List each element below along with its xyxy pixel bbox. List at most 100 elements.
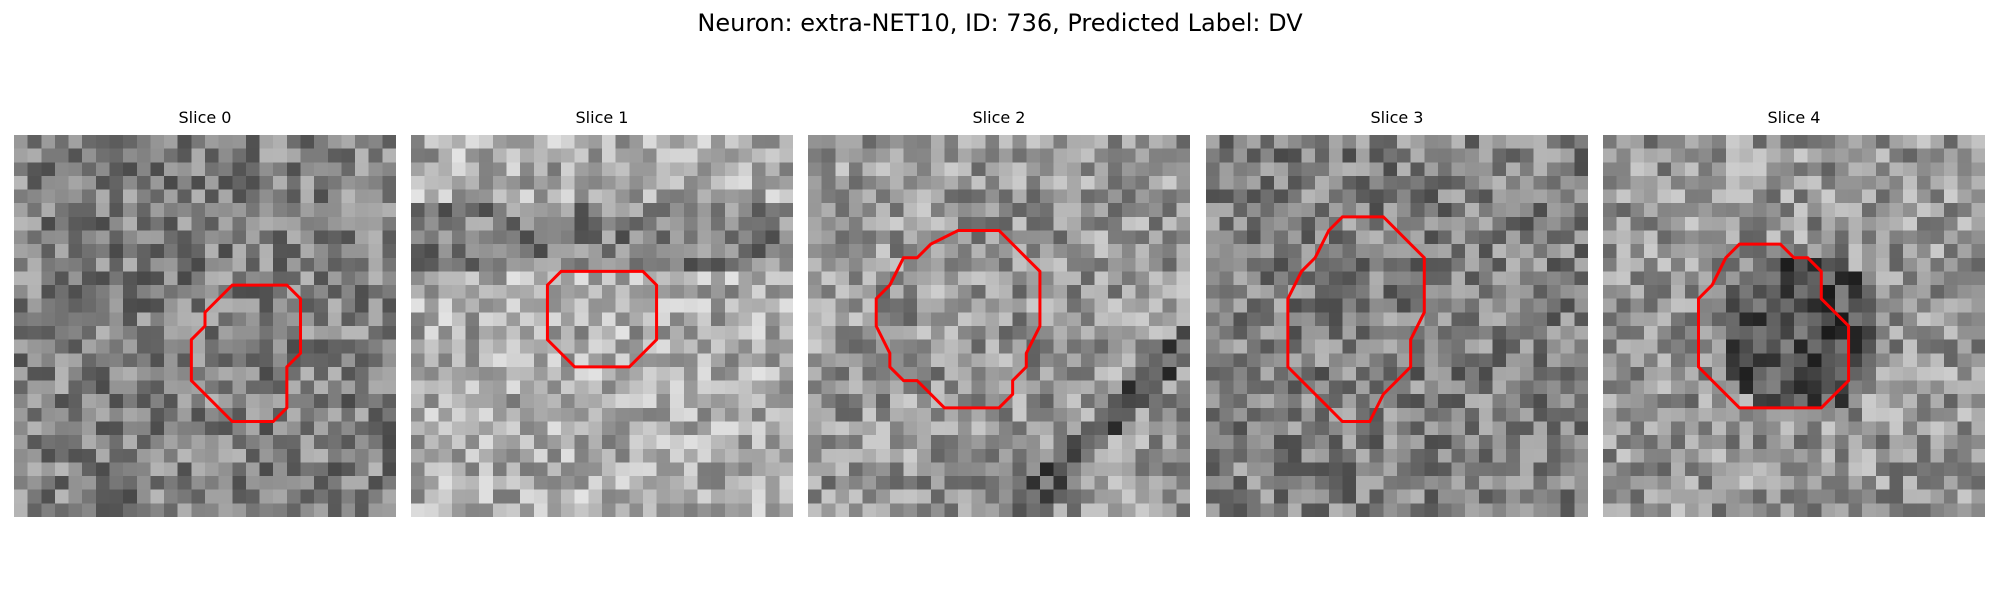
pixel bbox=[136, 394, 151, 409]
pixel bbox=[1342, 435, 1357, 450]
pixel bbox=[150, 366, 165, 381]
pixel bbox=[1369, 148, 1384, 163]
pixel bbox=[1356, 175, 1370, 190]
pixel bbox=[95, 312, 110, 327]
pixel bbox=[451, 230, 466, 245]
pixel bbox=[479, 326, 494, 340]
pixel bbox=[1108, 135, 1123, 149]
pixel bbox=[958, 230, 972, 245]
pixel bbox=[1478, 216, 1493, 231]
pixel bbox=[205, 326, 219, 340]
pixel bbox=[1821, 366, 1836, 381]
pixel bbox=[1930, 244, 1945, 259]
pixel bbox=[1080, 135, 1095, 149]
pixel bbox=[1739, 271, 1754, 286]
pixel bbox=[54, 366, 69, 381]
pixel bbox=[1848, 230, 1863, 245]
pixel bbox=[451, 476, 466, 490]
pixel bbox=[1671, 503, 1686, 517]
pixel bbox=[177, 435, 192, 450]
pixel bbox=[1478, 312, 1493, 327]
pixel bbox=[1848, 189, 1863, 204]
pixel bbox=[259, 476, 274, 490]
pixel bbox=[711, 298, 726, 313]
pixel bbox=[1206, 244, 1220, 259]
pixel bbox=[1397, 257, 1411, 272]
pixel bbox=[300, 312, 315, 327]
pixel bbox=[341, 435, 356, 450]
pixel bbox=[724, 162, 739, 177]
pixel bbox=[1274, 503, 1289, 517]
pixel bbox=[1698, 244, 1713, 259]
pixel bbox=[411, 489, 425, 504]
pixel bbox=[1149, 503, 1163, 517]
pixel bbox=[14, 244, 28, 259]
pixel bbox=[848, 162, 863, 177]
pixel bbox=[629, 366, 644, 381]
pixel bbox=[1684, 257, 1699, 272]
pixel bbox=[259, 298, 274, 313]
pixel bbox=[1383, 298, 1398, 313]
pixel bbox=[438, 353, 453, 368]
pixel bbox=[1369, 135, 1384, 149]
pixel bbox=[300, 326, 315, 340]
pixel bbox=[1848, 366, 1863, 381]
pixel bbox=[355, 394, 369, 409]
pixel bbox=[999, 189, 1013, 204]
pixel bbox=[382, 203, 396, 218]
pixel bbox=[14, 366, 28, 381]
pixel bbox=[1862, 353, 1877, 368]
pixel bbox=[1410, 203, 1425, 218]
pixel bbox=[1684, 203, 1699, 218]
pixel bbox=[1315, 203, 1330, 218]
pixel bbox=[1012, 285, 1027, 299]
pixel bbox=[1533, 257, 1548, 272]
pixel bbox=[191, 189, 206, 204]
pixel bbox=[259, 175, 274, 190]
pixel bbox=[424, 380, 439, 395]
pixel bbox=[917, 462, 932, 477]
pixel bbox=[1630, 257, 1645, 272]
pixel bbox=[1397, 489, 1411, 504]
pixel bbox=[1944, 175, 1958, 190]
pixel bbox=[341, 175, 356, 190]
pixel bbox=[355, 298, 369, 313]
pixel bbox=[1603, 312, 1617, 327]
pixel bbox=[848, 298, 863, 313]
pixel bbox=[355, 216, 369, 231]
pixel bbox=[205, 489, 219, 504]
pixel bbox=[1135, 230, 1150, 245]
pixel bbox=[917, 435, 932, 450]
pixel bbox=[1848, 435, 1863, 450]
pixel bbox=[1547, 285, 1561, 299]
pixel bbox=[1451, 326, 1466, 340]
pixel bbox=[1780, 162, 1795, 177]
pixel bbox=[1560, 326, 1575, 340]
pixel bbox=[136, 366, 151, 381]
pixel bbox=[971, 203, 986, 218]
pixel bbox=[876, 435, 891, 450]
pixel bbox=[177, 407, 192, 422]
pixel bbox=[492, 326, 507, 340]
pixel bbox=[1012, 175, 1027, 190]
pixel bbox=[738, 407, 753, 422]
pixel bbox=[999, 353, 1013, 368]
pixel bbox=[1519, 366, 1534, 381]
pixel bbox=[903, 244, 918, 259]
pixel bbox=[1162, 435, 1177, 450]
pixel bbox=[1424, 271, 1439, 286]
pixel bbox=[1080, 285, 1095, 299]
pixel bbox=[1287, 162, 1302, 177]
pixel bbox=[561, 312, 575, 327]
pixel bbox=[958, 285, 972, 299]
pixel bbox=[1780, 353, 1795, 368]
pixel bbox=[697, 489, 712, 504]
pixel bbox=[1506, 285, 1521, 299]
pixel bbox=[985, 148, 1000, 163]
pixel bbox=[1369, 257, 1384, 272]
pixel bbox=[1657, 326, 1672, 340]
pixel bbox=[1903, 298, 1918, 313]
pixel bbox=[1108, 326, 1123, 340]
pixel bbox=[1603, 353, 1617, 368]
pixel bbox=[533, 476, 548, 490]
